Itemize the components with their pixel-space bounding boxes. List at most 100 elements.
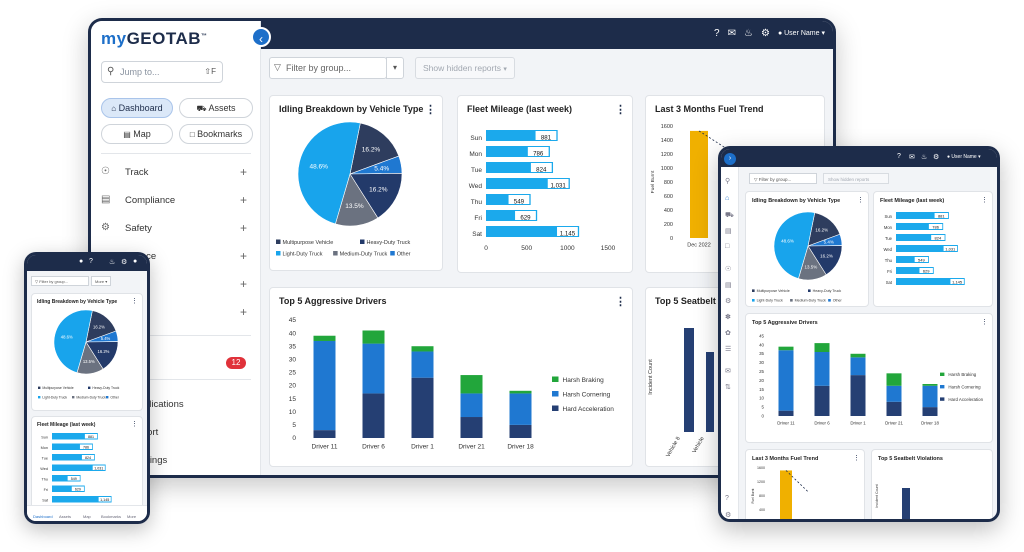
bell-icon[interactable]: ♨	[744, 28, 753, 39]
bell-icon[interactable]: ♨	[921, 154, 928, 161]
pie-slice-label: 48.6%	[781, 238, 794, 243]
nav-assets[interactable]: Assets	[59, 514, 72, 519]
globe-icon[interactable]: ☉	[725, 266, 732, 273]
value-label: 824	[536, 167, 547, 174]
expand-icon[interactable]: +	[239, 165, 247, 179]
pie-slice-label: 5.4%	[101, 336, 111, 341]
nav-map[interactable]: Map	[83, 514, 91, 519]
sidebar-item-apps[interactable]: o Applications	[101, 397, 251, 415]
nav-more[interactable]: More	[127, 514, 137, 519]
seatbelt-bar	[706, 352, 714, 432]
expand-icon[interactable]: +	[239, 305, 247, 319]
clipboard-icon[interactable]: ▤	[725, 282, 732, 289]
jump-search-input[interactable]: ⚲ Jump to... ⇧F	[101, 61, 223, 83]
y-tick-label: 1400	[661, 138, 673, 144]
mail-icon[interactable]: ✉	[727, 28, 736, 39]
y-tick-label: 35	[289, 343, 297, 350]
phone-filter[interactable]: ▽ Filter by group...	[31, 276, 89, 286]
bookmarks-button[interactable]: □ Bookmarks	[179, 124, 253, 144]
gear-icon[interactable]: ⚙	[760, 28, 770, 39]
gear-icon[interactable]: ⚙	[933, 154, 940, 161]
y-tick-label: 1600	[757, 466, 765, 470]
safety-icon[interactable]: ⚙	[725, 298, 732, 305]
sidebar-item-track[interactable]: ☉ Track +	[101, 165, 251, 183]
stacked-bar-segment	[509, 390, 532, 394]
mileage-bar	[486, 226, 580, 237]
bookmark-icon[interactable]: □	[725, 243, 730, 250]
more-options-icon[interactable]: ⋮	[853, 455, 860, 462]
legend-swatch	[276, 239, 281, 244]
bell-icon[interactable]: ♨	[109, 259, 116, 266]
y-tick-label: 5	[762, 405, 765, 410]
help-icon[interactable]: ?	[714, 28, 720, 39]
y-tick-label: 10	[289, 409, 297, 416]
truck-icon[interactable]: ⛟	[725, 212, 734, 219]
legend-label: Other	[397, 252, 411, 258]
value-label-bg	[515, 211, 536, 220]
phone-screen: ● ? ♨ ⚙ ● ▽ Filter by group... More ▾ Id…	[27, 255, 147, 521]
tablet-screen: ? ✉ ♨ ⚙ ● User Name ▾ ⚲ ⌂ ⛟ ▤ □ ☉ ▤ ⚙ ✽ …	[721, 149, 997, 519]
more-options-icon[interactable]: ⋮	[857, 197, 864, 204]
home-icon[interactable]: ⌂	[725, 195, 730, 202]
tablet-idling-card: Idling Breakdown by Vehicle Type ⋮ 16.2%…	[745, 191, 869, 307]
more-options-icon[interactable]: ⋮	[615, 296, 626, 308]
more-options-icon[interactable]: ⋮	[131, 298, 138, 305]
nav-dashboard[interactable]: Dashboard	[33, 514, 53, 519]
map-button[interactable]: ▤ Map	[101, 124, 173, 144]
wrench-icon[interactable]: ✽	[725, 314, 731, 321]
help-icon[interactable]: ?	[725, 495, 729, 502]
group-filter-input[interactable]: ▽ Filter by group...	[269, 57, 387, 79]
more-options-icon[interactable]: ⋮	[615, 104, 626, 116]
legend-swatch	[752, 299, 755, 302]
legend-swatch	[552, 391, 559, 397]
nav-bookmarks[interactable]: Bookmarks	[101, 514, 122, 519]
collapse-sidebar-button[interactable]: ‹	[251, 27, 271, 47]
y-tick-label: 1000	[661, 166, 673, 172]
tablet-expand-button[interactable]: ›	[724, 153, 736, 165]
help-icon[interactable]: ?	[89, 258, 93, 265]
value-label: 824	[85, 456, 91, 460]
user-menu[interactable]: ● User Name ▾	[947, 154, 981, 160]
x-tick-label: Driver 1	[411, 444, 434, 451]
more-options-icon[interactable]: ⋮	[981, 197, 988, 204]
expand-icon[interactable]: +	[239, 193, 247, 207]
settings-icon[interactable]: ⚙	[725, 512, 732, 519]
expand-icon[interactable]: +	[239, 277, 247, 291]
help-icon[interactable]: ?	[897, 153, 901, 160]
legend-label: Heavy-Duty Truck	[367, 240, 411, 246]
expand-icon[interactable]: +	[239, 249, 247, 263]
tablet-filter[interactable]: ▽ Filter by group...	[749, 173, 817, 184]
mileage-bar	[486, 130, 558, 141]
more-options-icon[interactable]: ⋮	[981, 319, 988, 326]
map-icon[interactable]: ▤	[725, 228, 732, 235]
app-logo[interactable]: myGEOTAB™	[101, 29, 208, 49]
user-icon[interactable]: ●	[133, 258, 138, 265]
more-options-icon[interactable]: ⋮	[425, 104, 436, 116]
search-icon[interactable]: ⚲	[725, 178, 731, 185]
dashboard-button[interactable]: ⌂ Dashboard	[101, 98, 173, 118]
pie-slice	[349, 122, 400, 175]
rules-icon[interactable]: ☰	[725, 346, 732, 353]
filter-dropdown-button[interactable]: ▾	[386, 57, 404, 79]
sort-icon[interactable]: ⇅	[725, 384, 731, 391]
legend-label: Medium-Duty Truck	[76, 395, 106, 399]
sidebar-item-compliance[interactable]: ▤ Compliance +	[101, 193, 251, 211]
phone-more-button[interactable]: More ▾	[91, 276, 111, 286]
tablet-hidden-reports[interactable]: Show hidden reports	[823, 173, 889, 184]
expand-icon[interactable]: +	[239, 221, 247, 235]
stacked-bar-segment	[460, 393, 483, 418]
sidebar-item-safety[interactable]: ⚙ Safety +	[101, 221, 251, 239]
filter-icon: ▽	[274, 62, 281, 72]
show-hidden-reports-button[interactable]: Show hidden reports ▾	[415, 57, 515, 79]
assets-button[interactable]: ⛟ Assets	[179, 98, 253, 118]
more-label: More	[95, 279, 105, 284]
leaf-icon[interactable]: ✿	[725, 330, 731, 337]
message-icon[interactable]: ✉	[725, 368, 731, 375]
more-options-icon[interactable]: ⋮	[131, 421, 138, 428]
gear-icon[interactable]: ⚙	[121, 259, 128, 266]
stacked-bar-segment	[362, 393, 385, 438]
jump-placeholder: Jump to...	[120, 67, 160, 77]
user-menu[interactable]: ● User Name ▾	[777, 30, 825, 37]
stacked-bar-segment	[411, 351, 434, 378]
mail-icon[interactable]: ✉	[909, 154, 915, 161]
